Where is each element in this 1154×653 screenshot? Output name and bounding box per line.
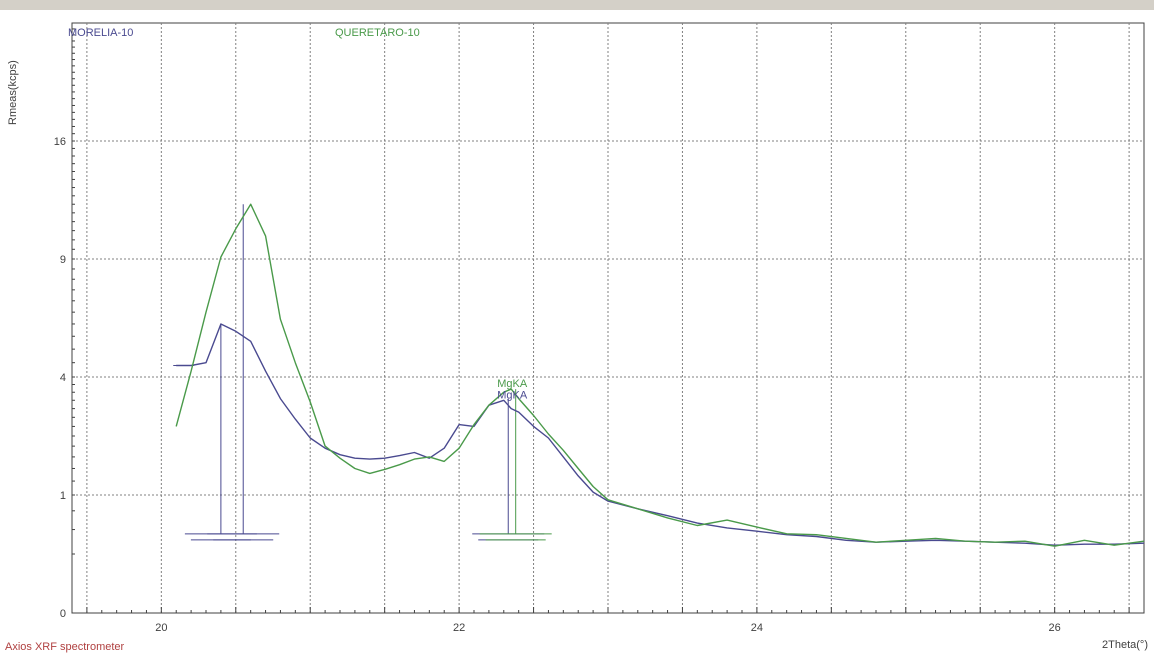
series-line-1 [175, 203, 1145, 547]
peak-markers [173, 204, 552, 541]
y-tick-label-16: 16 [54, 136, 66, 148]
y-axis-label: Rmeas(kcps) [7, 60, 19, 125]
plot-area [71, 22, 1145, 614]
y-tick-label-9: 9 [60, 254, 66, 266]
x-tick-label-24: 24 [751, 622, 763, 634]
y-tick-label-4: 4 [60, 372, 66, 384]
series-lines [175, 203, 1145, 547]
x-tick-label-26: 26 [1049, 622, 1061, 634]
x-tick-label-20: 20 [155, 622, 167, 634]
x-tick-label-22: 22 [453, 622, 465, 634]
y-tick-labels: 0 1 4 9 16 [54, 136, 66, 620]
series-line-0 [176, 323, 1145, 546]
y-tick-label-1: 1 [60, 490, 66, 502]
x-tick-labels: 20 22 24 26 [155, 622, 1061, 634]
legend-queretaro: QUERETARO-10 [335, 27, 420, 39]
annotation-1: MgKA [497, 389, 528, 401]
axis-ticks [71, 22, 1145, 613]
legend-morelia: MORELIA-10 [68, 27, 133, 39]
top-window-frame [0, 0, 1154, 10]
x-axis-label: 2Theta(°) [1102, 639, 1148, 651]
annotation-0: MgKA [497, 378, 528, 390]
y-tick-label-0: 0 [60, 608, 66, 620]
footer-label: Axios XRF spectrometer [5, 641, 125, 653]
grid-lines [72, 23, 1144, 613]
